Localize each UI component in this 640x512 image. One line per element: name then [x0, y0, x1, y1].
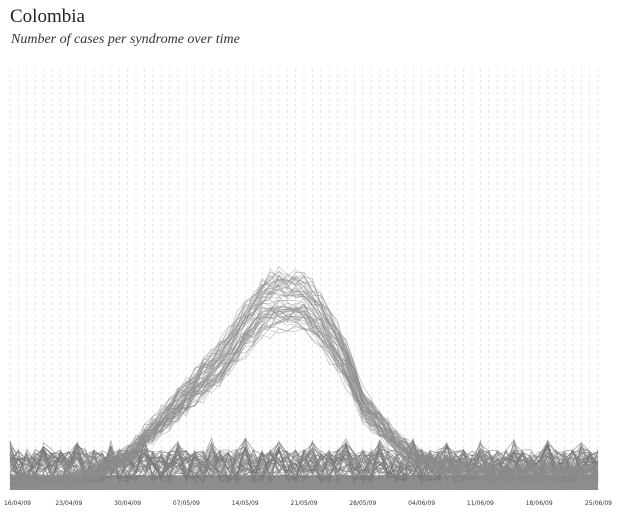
x-tick-label: 23/04/09: [55, 500, 82, 507]
x-tick-label: 16/04/09: [4, 500, 31, 507]
x-tick-label: 11/06/09: [467, 500, 494, 507]
x-tick-label: 30/04/09: [114, 500, 141, 507]
outbreak-series-line: [9, 284, 599, 484]
outbreak-series-line: [9, 309, 599, 487]
x-axis-ticks: 16/04/09 23/04/09 30/04/09 07/05/09 14/05/09…: [4, 500, 612, 507]
vertical-grid: [9, 68, 599, 490]
x-tick-label: 18/06/09: [526, 500, 553, 507]
x-tick-label: 04/06/09: [408, 500, 435, 507]
x-tick-label: 14/05/09: [232, 500, 259, 507]
x-tick-label: 25/06/09: [585, 500, 612, 507]
chart-title: Colombia: [10, 6, 85, 27]
chart-subtitle: Number of cases per syndrome over time: [11, 32, 240, 47]
outbreak-series-line: [9, 308, 599, 484]
outbreak-series-line: [9, 277, 599, 487]
baseline-fill: [10, 475, 598, 490]
x-tick-label: 28/05/09: [349, 500, 376, 507]
outbreak-lines: [9, 265, 599, 487]
outbreak-series-line: [10, 299, 599, 487]
x-tick-label: 21/05/09: [291, 500, 318, 507]
x-tick-label: 07/05/09: [173, 500, 200, 507]
